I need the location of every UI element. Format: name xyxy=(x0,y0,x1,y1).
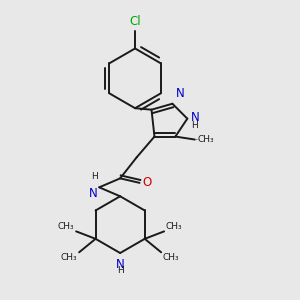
Text: Cl: Cl xyxy=(129,15,141,28)
Text: N: N xyxy=(89,187,98,200)
Text: CH₃: CH₃ xyxy=(61,253,77,262)
Text: H: H xyxy=(117,266,124,274)
Text: N: N xyxy=(191,111,200,124)
Text: CH₃: CH₃ xyxy=(163,253,179,262)
Text: CH₃: CH₃ xyxy=(197,135,214,144)
Text: CH₃: CH₃ xyxy=(166,222,182,231)
Text: O: O xyxy=(142,176,151,189)
Text: methyl: methyl xyxy=(196,139,201,140)
Text: CH₃: CH₃ xyxy=(58,222,74,231)
Text: H: H xyxy=(191,121,198,130)
Text: N: N xyxy=(176,87,185,100)
Text: H: H xyxy=(91,172,98,181)
Text: N: N xyxy=(116,258,124,272)
